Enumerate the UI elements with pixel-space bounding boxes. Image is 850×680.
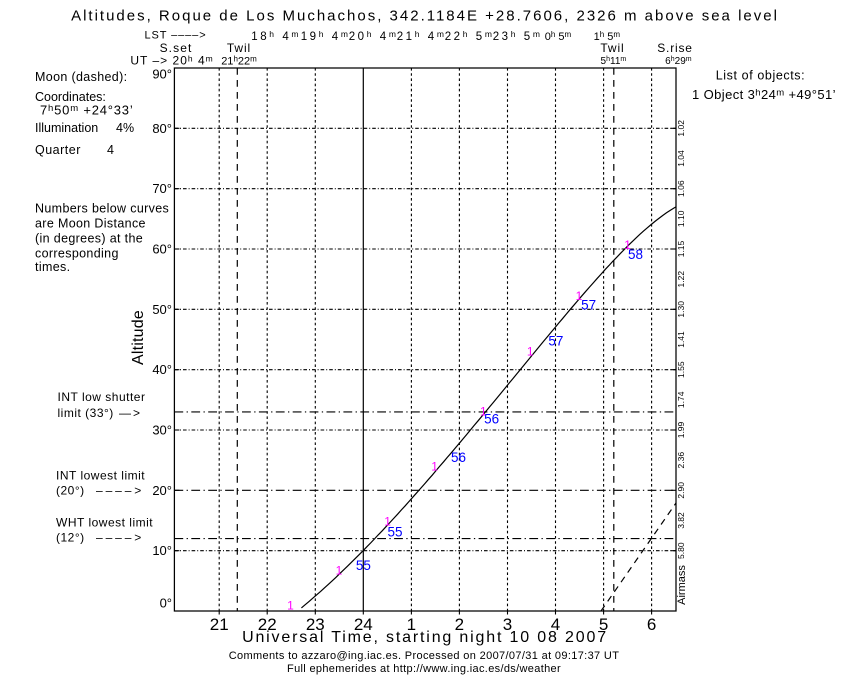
svg-text:1: 1 <box>431 460 438 474</box>
svg-text:22: 22 <box>258 615 277 634</box>
svg-text:21h22m: 21h22m <box>221 55 257 68</box>
svg-text:Coordinates:: Coordinates: <box>35 90 106 104</box>
svg-text:20°: 20° <box>152 483 172 498</box>
svg-text:(20°): (20°) <box>56 484 85 498</box>
svg-text:4: 4 <box>551 615 560 634</box>
svg-text:5.80: 5.80 <box>676 542 686 559</box>
svg-text:1.99: 1.99 <box>676 421 686 438</box>
svg-text:INT lowest limit: INT lowest limit <box>56 469 145 483</box>
svg-text:1: 1 <box>480 405 487 419</box>
svg-text:(in degrees) at the: (in degrees) at the <box>35 232 143 246</box>
svg-text:3.82: 3.82 <box>676 512 686 529</box>
svg-text:56: 56 <box>451 450 466 465</box>
svg-text:1.74: 1.74 <box>676 391 686 408</box>
svg-text:are Moon Distance: are Moon Distance <box>35 217 146 231</box>
svg-text:1: 1 <box>384 515 391 529</box>
svg-text:Altitude: Altitude <box>130 310 147 365</box>
svg-text:Twil: Twil <box>227 41 251 55</box>
svg-text:58: 58 <box>628 247 643 262</box>
svg-text:2.90: 2.90 <box>676 482 686 499</box>
svg-text:23h 5m: 23h 5m <box>493 29 543 43</box>
svg-text:1: 1 <box>336 564 343 578</box>
svg-text:WHT lowest limit: WHT lowest limit <box>56 516 153 530</box>
svg-text:––––>: ––––> <box>96 484 144 498</box>
svg-text:Illumination: Illumination <box>35 121 98 135</box>
svg-text:10°: 10° <box>152 543 172 558</box>
svg-text:Altitudes, Roque de Los Muchac: Altitudes, Roque de Los Muchachos, 342.1… <box>71 8 779 25</box>
svg-text:56: 56 <box>484 411 499 426</box>
svg-text:limit (33°): limit (33°) <box>58 406 114 420</box>
svg-text:57: 57 <box>548 333 563 348</box>
svg-text:4: 4 <box>107 143 114 157</box>
svg-text:23: 23 <box>306 615 325 634</box>
svg-text:0°: 0° <box>160 596 172 611</box>
svg-text:Universal Time, starting night: Universal Time, starting night 10 08 200… <box>242 629 608 646</box>
svg-text:Twil: Twil <box>600 41 624 55</box>
svg-text:20h 4m: 20h 4m <box>349 29 399 43</box>
svg-text:Numbers below curves: Numbers below curves <box>35 202 169 216</box>
svg-text:1.22: 1.22 <box>676 271 686 288</box>
svg-text:1 Object 3h24m +49°51’: 1 Object 3h24m +49°51’ <box>692 87 836 102</box>
svg-text:19h 4m: 19h 4m <box>301 29 351 43</box>
svg-text:1.15: 1.15 <box>676 240 686 257</box>
svg-text:40°: 40° <box>152 362 172 377</box>
svg-text:22h 5m: 22h 5m <box>445 29 495 43</box>
svg-text:Moon (dashed):: Moon (dashed): <box>35 70 127 84</box>
svg-text:80°: 80° <box>152 121 172 136</box>
svg-text:times.: times. <box>35 260 70 274</box>
svg-text:21: 21 <box>210 615 229 634</box>
svg-text:List of objects:: List of objects: <box>716 69 806 83</box>
svg-text:1.02: 1.02 <box>676 120 686 137</box>
svg-text:6: 6 <box>647 615 656 634</box>
svg-text:1.55: 1.55 <box>676 361 686 378</box>
svg-text:60°: 60° <box>152 242 172 257</box>
svg-text:Comments to azzaro@ing.iac.es.: Comments to azzaro@ing.iac.es. Processed… <box>229 650 620 662</box>
svg-text:LST ––––>: LST ––––> <box>145 30 207 42</box>
svg-text:1: 1 <box>407 615 416 634</box>
svg-text:21h 4m: 21h 4m <box>397 29 447 43</box>
svg-text:1: 1 <box>576 289 583 303</box>
svg-text:6h29m: 6h29m <box>665 56 692 67</box>
svg-text:24: 24 <box>354 615 373 634</box>
svg-text:1: 1 <box>624 238 631 252</box>
svg-text:30°: 30° <box>152 423 172 438</box>
svg-text:UT –> 20h 4m: UT –> 20h 4m <box>130 54 213 68</box>
svg-text:1.41: 1.41 <box>676 331 686 348</box>
svg-text:S.rise: S.rise <box>657 41 692 55</box>
svg-text:55: 55 <box>356 558 371 573</box>
svg-text:1.10: 1.10 <box>676 210 686 227</box>
svg-text:18h 4m: 18h 4m <box>251 29 301 43</box>
svg-text:1: 1 <box>287 599 294 613</box>
svg-text:(12°): (12°) <box>56 531 85 545</box>
svg-text:7h50m +24°33’: 7h50m +24°33’ <box>40 103 134 118</box>
svg-text:1: 1 <box>527 345 534 359</box>
svg-text:––––>: ––––> <box>96 531 144 545</box>
svg-text:1.30: 1.30 <box>676 301 686 318</box>
svg-text:INT low shutter: INT low shutter <box>58 390 146 404</box>
svg-text:3: 3 <box>503 615 512 634</box>
svg-text:—>: —> <box>119 406 142 420</box>
svg-text:90°: 90° <box>152 67 172 82</box>
svg-text:2: 2 <box>455 615 464 634</box>
svg-text:1.06: 1.06 <box>676 180 686 197</box>
svg-text:57: 57 <box>581 298 596 313</box>
svg-text:5: 5 <box>599 615 608 634</box>
svg-text:2.36: 2.36 <box>676 452 686 469</box>
svg-text:5h11m: 5h11m <box>601 56 627 67</box>
svg-text:S.set: S.set <box>160 41 193 55</box>
svg-text:70°: 70° <box>152 181 172 196</box>
svg-text:Full ephemerides at http://www: Full ephemerides at http://www.ing.iac.e… <box>287 663 561 675</box>
svg-text:1.04: 1.04 <box>676 150 686 167</box>
svg-text:corresponding: corresponding <box>35 247 119 261</box>
svg-text:50°: 50° <box>152 302 172 317</box>
svg-text:Quarter: Quarter <box>35 143 81 157</box>
svg-text:4%: 4% <box>116 121 134 135</box>
svg-text:55: 55 <box>387 525 402 540</box>
svg-text:Airmass: Airmass <box>676 565 688 605</box>
